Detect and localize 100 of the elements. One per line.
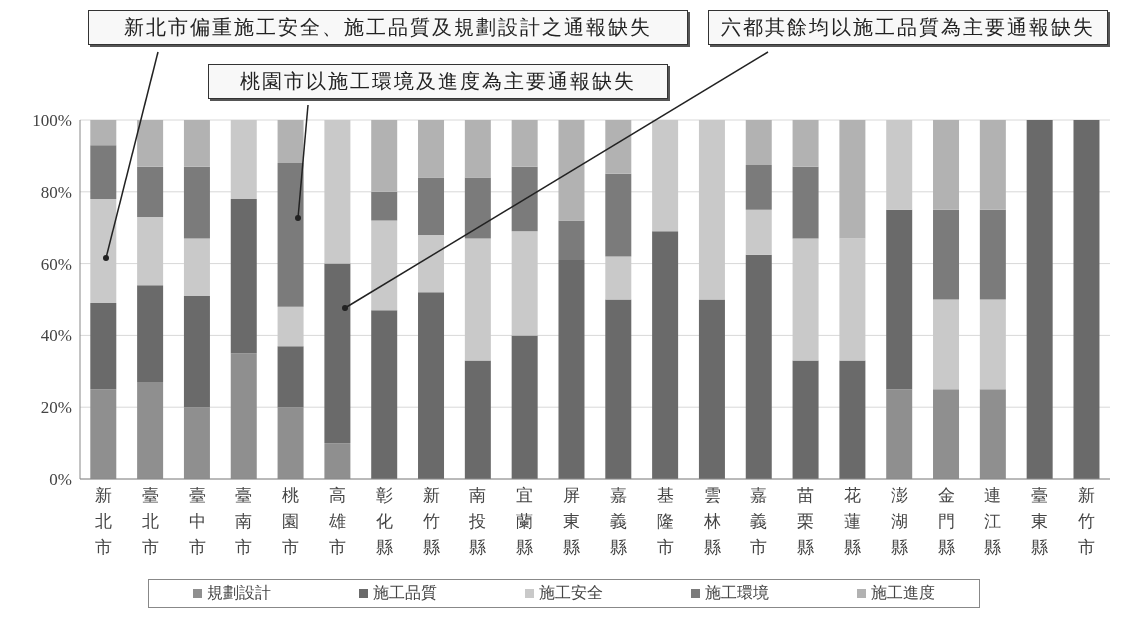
bar	[979, 209, 1006, 300]
bar	[605, 299, 632, 479]
x-tick-label: 宜蘭縣	[516, 486, 534, 557]
x-tick-label: 嘉義市	[750, 486, 768, 557]
legend-label: 施工安全	[538, 583, 603, 603]
x-tick-label: 新竹縣	[422, 486, 440, 557]
bar	[558, 260, 585, 479]
bar	[277, 120, 304, 164]
x-tick-label: 苗栗縣	[797, 486, 815, 557]
x-tick-label: 桃園市	[282, 486, 300, 557]
bar	[1026, 120, 1053, 479]
bar	[933, 209, 960, 300]
bar	[464, 238, 491, 361]
x-tick-label: 臺北市	[141, 486, 159, 557]
bar	[230, 120, 257, 199]
bar	[745, 164, 772, 210]
bar	[371, 191, 398, 221]
bar	[979, 299, 1006, 390]
x-tick-label: 高雄市	[328, 486, 346, 557]
x-tick-label: 澎湖縣	[890, 486, 908, 557]
bar	[230, 198, 257, 354]
legend-label: 規劃設計	[206, 583, 271, 603]
bar	[277, 163, 304, 307]
bar	[933, 120, 960, 210]
bar	[324, 120, 351, 264]
bar	[464, 360, 491, 479]
bar	[605, 256, 632, 300]
bar	[418, 292, 445, 479]
bar	[90, 303, 117, 390]
bar	[277, 346, 304, 408]
bar	[886, 209, 913, 390]
bar	[558, 120, 585, 221]
text: 桃園市以施工環境及進度為主要通報缺失	[208, 64, 668, 99]
bar	[324, 263, 351, 444]
x-tick-label: 新北市	[94, 486, 112, 557]
y-tick-label: 80%	[40, 182, 72, 202]
x-tick-label: 連江縣	[984, 486, 1002, 557]
bar	[792, 238, 819, 361]
x-tick-label: 新竹市	[1078, 486, 1096, 557]
x-tick-label: 臺中市	[188, 486, 206, 557]
y-tick-label: 60%	[40, 254, 72, 274]
bar	[511, 166, 538, 232]
x-tick-label: 臺南市	[235, 486, 253, 557]
bar	[183, 238, 210, 296]
bar	[511, 120, 538, 167]
bar	[979, 120, 1006, 210]
legend-label: 施工進度	[870, 583, 935, 603]
bar	[418, 120, 445, 178]
bar	[839, 120, 866, 239]
bar	[792, 360, 819, 479]
bar	[652, 120, 679, 232]
bar	[605, 120, 632, 174]
bar	[839, 360, 866, 479]
bar	[933, 299, 960, 390]
bar	[745, 120, 772, 165]
bar	[792, 120, 819, 167]
bar	[371, 220, 398, 311]
x-tick-label: 彰化縣	[375, 486, 393, 557]
x-tick-label: 嘉義縣	[609, 486, 627, 557]
bar	[745, 254, 772, 479]
legend-label: 施工環境	[704, 583, 769, 603]
bar	[90, 198, 117, 304]
bar	[698, 299, 725, 479]
bar	[90, 120, 117, 146]
legend-label: 施工品質	[372, 583, 437, 603]
text: 六都其餘均以施工品質為主要通報缺失	[708, 10, 1108, 45]
bar	[511, 231, 538, 336]
bar	[418, 234, 445, 293]
bar	[137, 166, 164, 217]
bar	[511, 335, 538, 479]
x-tick-label: 屏東縣	[563, 486, 581, 557]
bar	[464, 177, 491, 239]
bar	[371, 120, 398, 192]
bar	[183, 295, 210, 408]
x-tick-label: 雲林縣	[702, 486, 721, 557]
bar	[183, 120, 210, 167]
bar	[418, 177, 445, 235]
bar	[605, 173, 632, 257]
x-tick-label: 基隆市	[656, 486, 674, 557]
bar	[558, 220, 585, 261]
x-tick-label: 南投縣	[468, 486, 487, 557]
bar	[652, 231, 679, 479]
bar	[137, 285, 164, 383]
bar	[277, 306, 304, 347]
bar	[90, 145, 117, 199]
y-tick-label: 0%	[49, 470, 72, 490]
x-tick-label: 臺東縣	[1031, 486, 1049, 557]
bar	[698, 120, 725, 300]
bar	[137, 216, 164, 286]
x-tick-label: 花蓮縣	[844, 486, 861, 557]
y-tick-label: 40%	[40, 326, 72, 346]
bar	[792, 166, 819, 239]
bar	[464, 120, 491, 178]
bar	[1073, 120, 1100, 479]
text: 新北市偏重施工安全、施工品質及規劃設計之通報缺失	[88, 10, 688, 45]
bar	[137, 120, 164, 167]
x-tick-label: 金門縣	[937, 486, 955, 557]
bar	[839, 238, 866, 361]
y-tick-label: 100%	[32, 111, 72, 131]
bar	[371, 310, 398, 479]
